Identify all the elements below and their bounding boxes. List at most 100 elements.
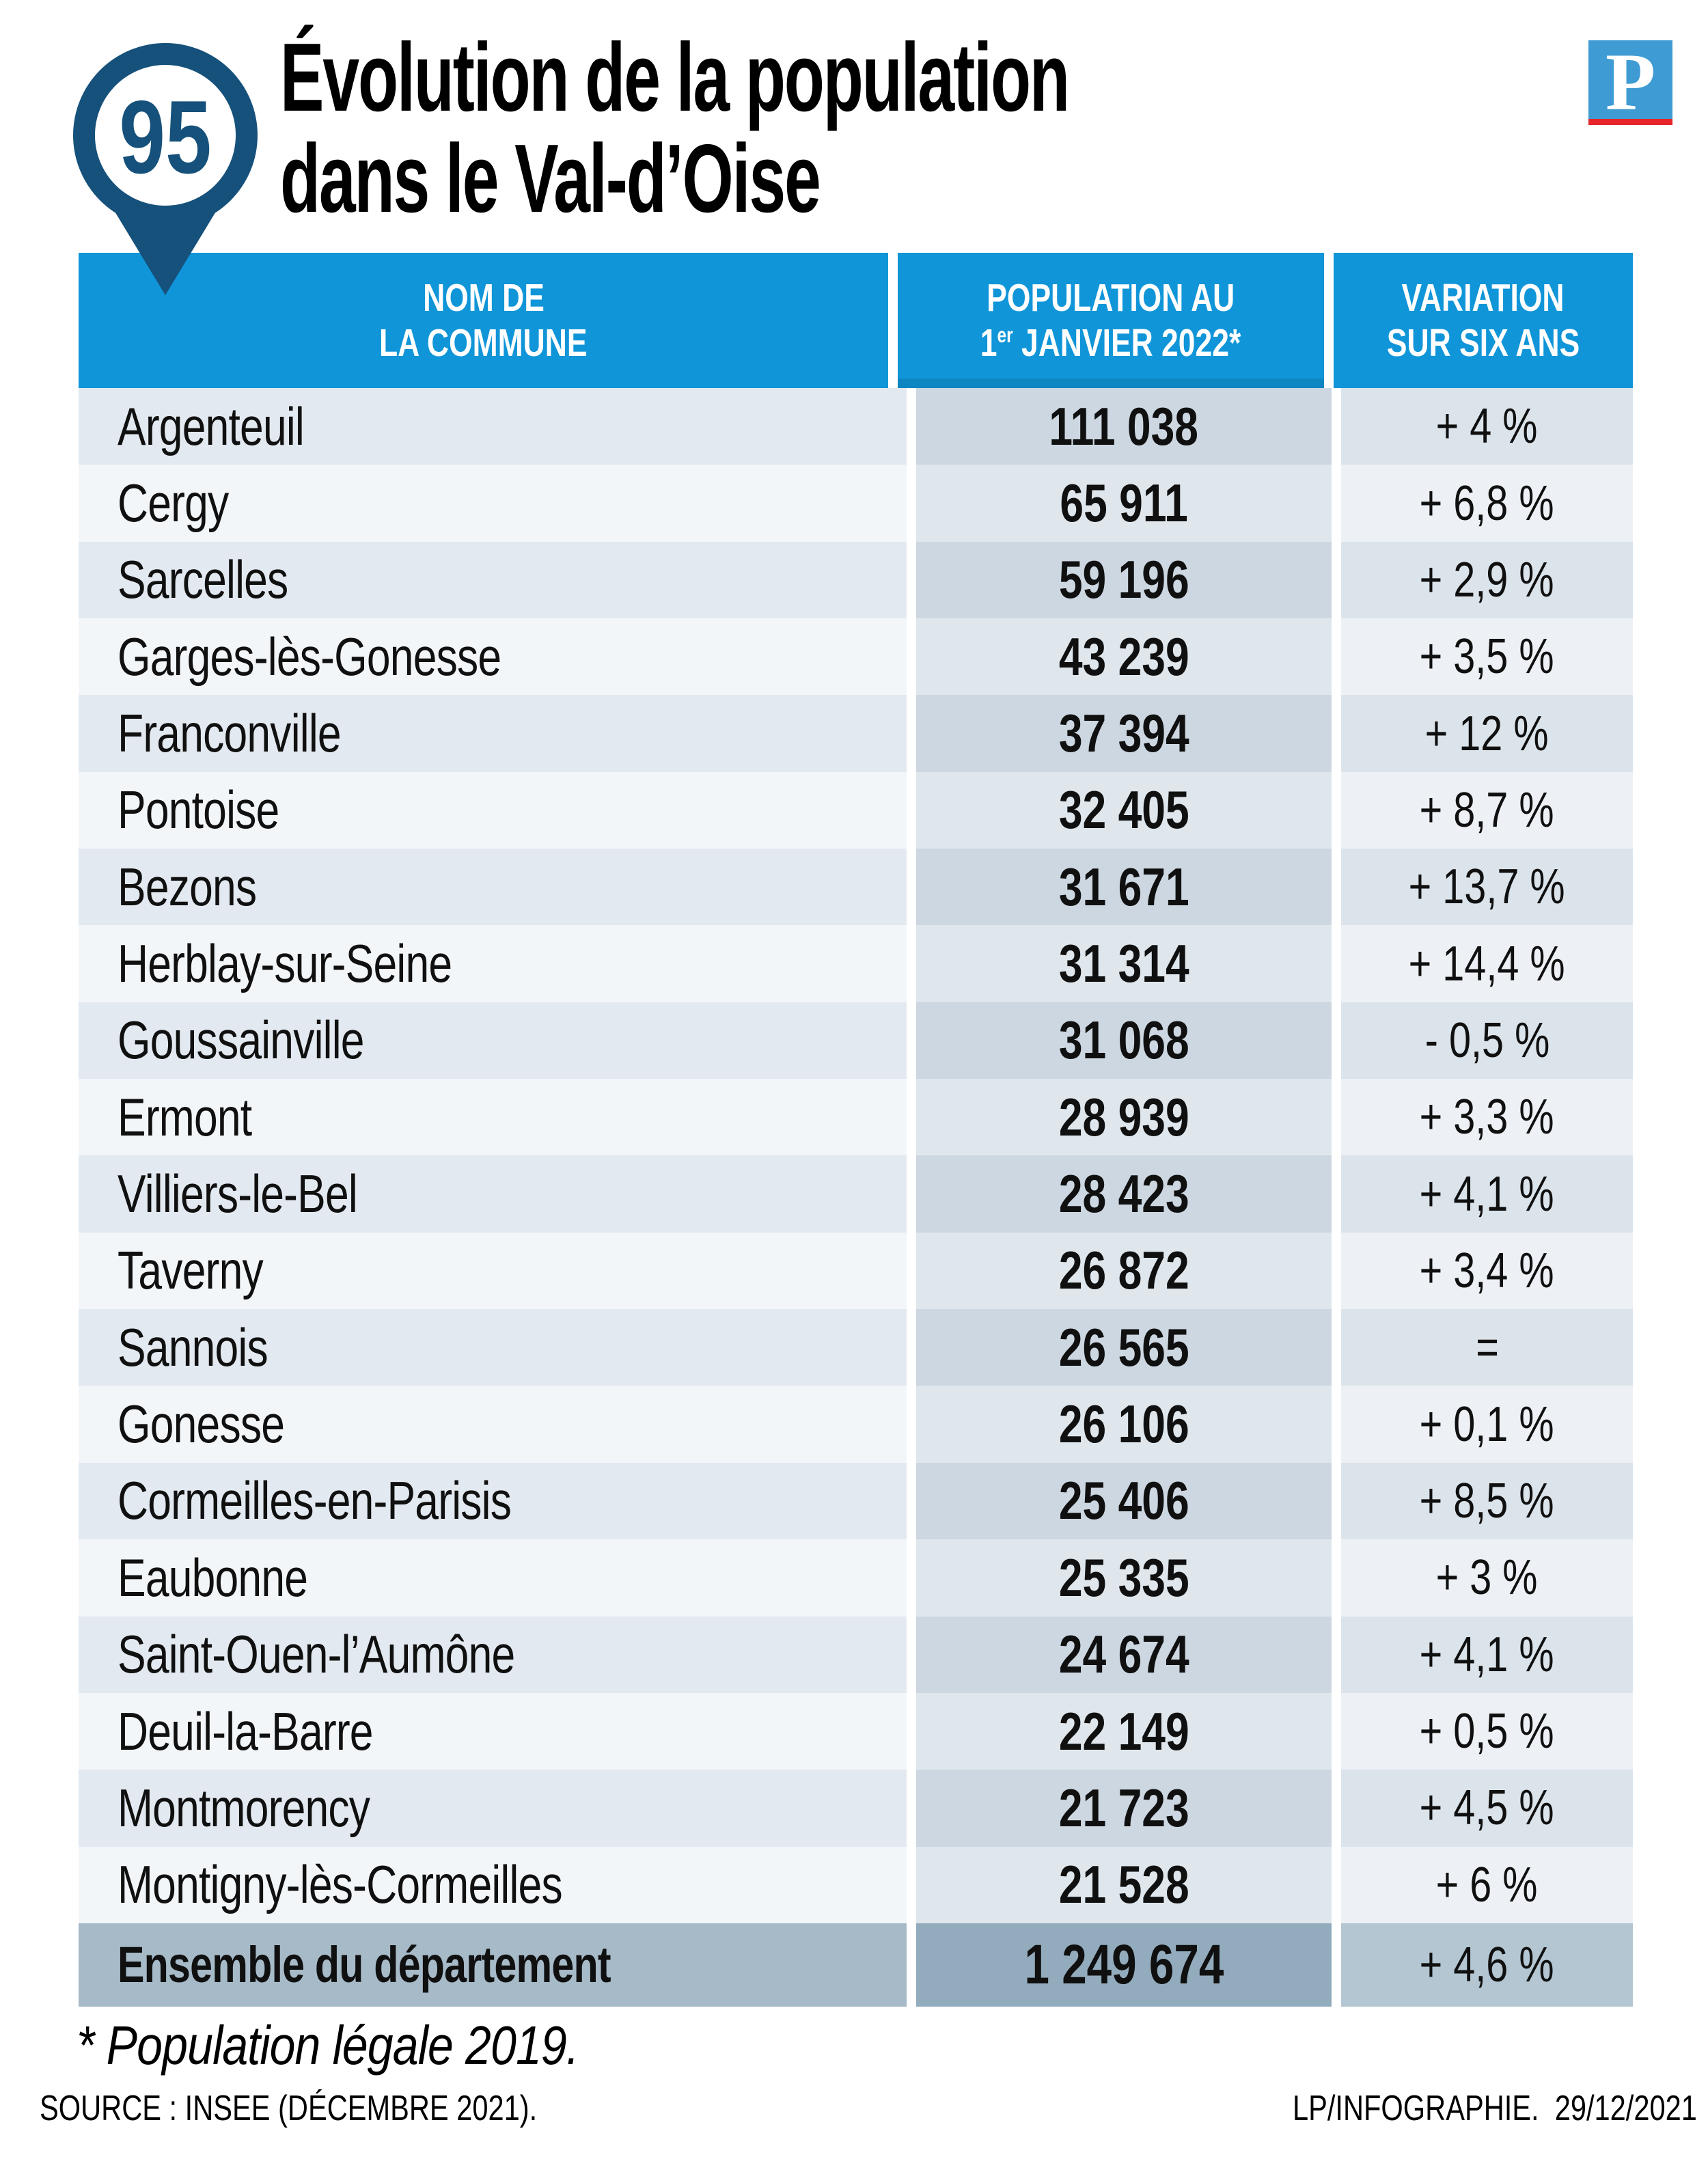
table-row: Eaubonne 25 335 + 3 % <box>79 1539 1633 1617</box>
le-parisien-logo: P <box>1588 36 1672 127</box>
department-number: 95 <box>119 79 211 195</box>
variation-cell: + 2,9 % <box>1341 541 1633 619</box>
population-cell: 25 406 <box>915 1462 1332 1540</box>
table-row: Cormeilles-en-Parisis 25 406 + 8,5 % <box>79 1462 1633 1540</box>
variation-cell: + 3,5 % <box>1341 618 1633 696</box>
logo-letter: P <box>1605 36 1656 127</box>
variation-cell: + 6 % <box>1341 1846 1633 1923</box>
table-row: Herblay-sur-Seine 31 314 + 14,4 % <box>79 925 1633 1002</box>
population-cell: 37 394 <box>915 695 1332 772</box>
header-commune: NOM DE LA COMMUNE <box>79 253 888 388</box>
table-row: Gonesse 26 106 + 0,1 % <box>79 1386 1633 1463</box>
table-row: Ermont 28 939 + 3,3 % <box>79 1079 1633 1156</box>
commune-name-cell: Gonesse <box>79 1386 907 1463</box>
table-row: Argenteuil 111 038 + 4 % <box>79 388 1633 465</box>
variation-cell: + 4 % <box>1341 388 1633 465</box>
variation-cell: + 12 % <box>1341 695 1633 772</box>
population-cell: 32 405 <box>915 771 1332 849</box>
population-cell: 24 674 <box>915 1616 1332 1693</box>
population-cell: 43 239 <box>915 618 1332 696</box>
variation-cell: + 4,5 % <box>1341 1770 1633 1847</box>
commune-name-cell: Franconville <box>79 695 907 772</box>
table-row: Saint-Ouen-l’Aumône 24 674 + 4,1 % <box>79 1616 1633 1693</box>
header-shadow <box>898 379 1324 388</box>
table-total-row: Ensemble du département 1 249 674 + 4,6 … <box>79 1923 1633 2007</box>
title-line-2: dans le Val-d’Oise <box>280 124 821 233</box>
variation-cell: + 3,3 % <box>1341 1079 1633 1156</box>
table-row: Cergy 65 911 + 6,8 % <box>79 465 1633 542</box>
population-cell: 22 149 <box>915 1692 1332 1770</box>
commune-name-cell: Montigny-lès-Cormeilles <box>79 1846 907 1923</box>
total-population-cell: 1 249 674 <box>915 1923 1332 2007</box>
source-text: SOURCE : INSEE (DÉCEMBRE 2021). <box>40 2089 538 2128</box>
commune-name-cell: Cergy <box>79 465 907 542</box>
population-cell: 25 335 <box>915 1539 1332 1617</box>
variation-cell: + 3,4 % <box>1341 1232 1633 1310</box>
variation-cell: + 3 % <box>1341 1539 1633 1617</box>
population-cell: 65 911 <box>915 465 1332 542</box>
commune-name-cell: Garges-lès-Gonesse <box>79 618 907 696</box>
table-row: Montigny-lès-Cormeilles 21 528 + 6 % <box>79 1846 1633 1923</box>
population-cell: 26 106 <box>915 1386 1332 1463</box>
variation-cell: = <box>1341 1309 1633 1386</box>
table-row: Sarcelles 59 196 + 2,9 % <box>79 541 1633 619</box>
footnote: * Population légale 2019. <box>77 2015 579 2076</box>
table-row: Goussainville 31 068 - 0,5 % <box>79 1002 1633 1080</box>
variation-cell: + 8,7 % <box>1341 771 1633 849</box>
commune-name-cell: Ermont <box>79 1079 907 1156</box>
table-row: Sannois 26 565 = <box>79 1309 1633 1386</box>
population-cell: 31 671 <box>915 849 1332 926</box>
commune-name-cell: Deuil-la-Barre <box>79 1692 907 1770</box>
population-cell: 31 314 <box>915 925 1332 1002</box>
commune-name-cell: Goussainville <box>79 1002 907 1080</box>
commune-name-cell: Bezons <box>79 849 907 926</box>
table-row: Villiers-le-Bel 28 423 + 4,1 % <box>79 1155 1633 1233</box>
table-body: Argenteuil 111 038 + 4 % Cergy 65 911 + … <box>79 388 1633 1923</box>
variation-cell: + 0,5 % <box>1341 1692 1633 1770</box>
logo-red-bar <box>1588 119 1672 125</box>
header-population: POPULATION AU 1er JANVIER 2022* <box>898 253 1324 388</box>
variation-cell: + 8,5 % <box>1341 1462 1633 1540</box>
table-row: Garges-lès-Gonesse 43 239 + 3,5 % <box>79 618 1633 696</box>
header-variation: VARIATION SUR SIX ANS <box>1334 253 1633 388</box>
table-row: Franconville 37 394 + 12 % <box>79 695 1633 772</box>
total-variation-cell: + 4,6 % <box>1341 1923 1633 2007</box>
variation-cell: + 14,4 % <box>1341 925 1633 1002</box>
population-cell: 59 196 <box>915 541 1332 619</box>
commune-name-cell: Cormeilles-en-Parisis <box>79 1462 907 1540</box>
page-title: Évolution de la population dans le Val-d… <box>280 27 1440 230</box>
variation-cell: + 0,1 % <box>1341 1386 1633 1463</box>
commune-name-cell: Montmorency <box>79 1770 907 1847</box>
population-cell: 28 939 <box>915 1079 1332 1156</box>
source-bar: SOURCE : INSEE (DÉCEMBRE 2021). LP/INFOG… <box>40 2088 1697 2129</box>
commune-name-cell: Sarcelles <box>79 541 907 619</box>
commune-name-cell: Taverny <box>79 1232 907 1310</box>
variation-cell: + 4,1 % <box>1341 1616 1633 1693</box>
credit-text: LP/INFOGRAPHIE. 29/12/2021 <box>1293 2089 1697 2128</box>
commune-name-cell: Saint-Ouen-l’Aumône <box>79 1616 907 1693</box>
population-cell: 26 565 <box>915 1309 1332 1386</box>
table-row: Bezons 31 671 + 13,7 % <box>79 849 1633 926</box>
table-row: Deuil-la-Barre 22 149 + 0,5 % <box>79 1692 1633 1770</box>
title-line-1: Évolution de la population <box>280 23 1070 132</box>
variation-cell: - 0,5 % <box>1341 1002 1633 1080</box>
commune-name-cell: Villiers-le-Bel <box>79 1155 907 1233</box>
variation-cell: + 4,1 % <box>1341 1155 1633 1233</box>
commune-name-cell: Pontoise <box>79 771 907 849</box>
table-row: Montmorency 21 723 + 4,5 % <box>79 1770 1633 1847</box>
population-cell: 26 872 <box>915 1232 1332 1310</box>
population-cell: 111 038 <box>915 388 1332 465</box>
variation-cell: + 6,8 % <box>1341 465 1633 542</box>
population-cell: 31 068 <box>915 1002 1332 1080</box>
commune-name-cell: Herblay-sur-Seine <box>79 925 907 1002</box>
population-cell: 21 723 <box>915 1770 1332 1847</box>
population-cell: 28 423 <box>915 1155 1332 1233</box>
table-row: Taverny 26 872 + 3,4 % <box>79 1232 1633 1310</box>
variation-cell: + 13,7 % <box>1341 849 1633 926</box>
table-header: NOM DE LA COMMUNE POPULATION AU 1er JANV… <box>79 253 1633 388</box>
commune-name-cell: Sannois <box>79 1309 907 1386</box>
commune-name-cell: Argenteuil <box>79 388 907 465</box>
commune-name-cell: Eaubonne <box>79 1539 907 1617</box>
total-label-cell: Ensemble du département <box>79 1923 907 2007</box>
